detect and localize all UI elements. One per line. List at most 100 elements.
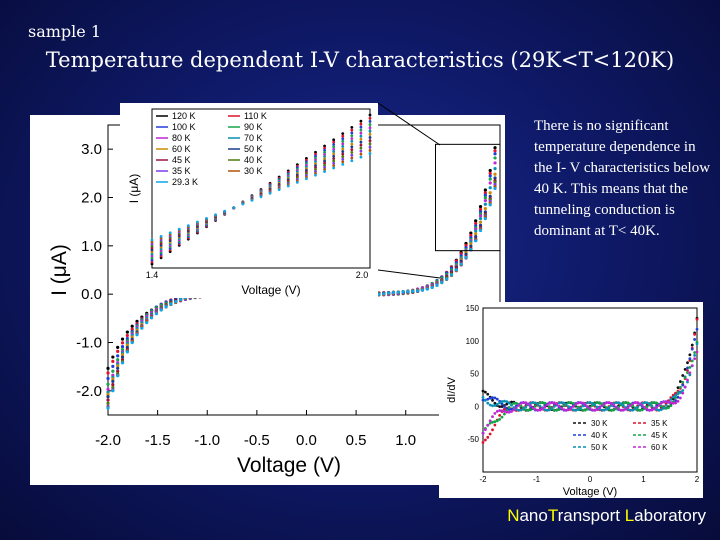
- data-point: [474, 219, 478, 223]
- data-point: [469, 231, 473, 235]
- data-point: [590, 404, 594, 407]
- data-point: [602, 402, 606, 406]
- data-point: [557, 408, 561, 411]
- data-point: [552, 405, 556, 408]
- data-point: [669, 404, 673, 408]
- data-point: [500, 402, 504, 406]
- data-point: [341, 157, 345, 161]
- data-point: [474, 221, 478, 226]
- data-point: [631, 404, 635, 408]
- data-point: [693, 357, 697, 361]
- data-point: [368, 148, 372, 152]
- data-point: [106, 387, 110, 391]
- zoom-selection-box: [434, 143, 501, 252]
- data-point: [377, 292, 381, 296]
- data-point: [483, 202, 487, 206]
- data-point: [491, 404, 494, 408]
- y-tick-label: 3.0: [81, 141, 102, 158]
- data-point: [503, 399, 506, 403]
- data-point: [664, 407, 668, 410]
- data-point: [512, 408, 516, 412]
- data-point: [567, 401, 570, 405]
- data-point: [507, 401, 511, 405]
- x-tick-label: -2: [479, 475, 487, 484]
- data-point: [125, 350, 129, 354]
- data-point: [488, 419, 492, 423]
- data-point: [562, 404, 566, 408]
- data-point: [332, 145, 336, 149]
- data-point: [517, 403, 521, 407]
- data-point: [681, 389, 685, 392]
- data-point: [550, 407, 554, 410]
- data-point: [341, 155, 345, 159]
- data-point: [106, 398, 110, 402]
- data-point: [323, 165, 326, 169]
- data-point: [483, 193, 487, 197]
- data-point: [493, 423, 497, 427]
- data-point: [341, 137, 345, 141]
- data-point: [676, 399, 680, 403]
- data-point: [174, 299, 178, 304]
- data-point: [125, 343, 129, 347]
- data-point: [411, 289, 415, 293]
- data-point: [106, 376, 110, 381]
- data-point: [631, 402, 635, 406]
- data-point: [645, 405, 649, 408]
- data-point: [529, 408, 532, 412]
- lab-name-l: L: [624, 506, 635, 525]
- data-point: [106, 392, 110, 396]
- data-point: [130, 340, 134, 345]
- data-point: [690, 343, 694, 347]
- data-point: [686, 378, 689, 382]
- data-point: [671, 401, 675, 405]
- data-point: [286, 184, 290, 188]
- y-tick-label: 100: [466, 337, 480, 346]
- legend-label: 40 K: [591, 431, 608, 440]
- data-point: [481, 398, 485, 402]
- data-point: [576, 405, 580, 409]
- data-point: [610, 401, 613, 405]
- data-point: [529, 404, 532, 408]
- data-point: [168, 231, 172, 235]
- data-point: [664, 400, 668, 403]
- data-point: [505, 407, 509, 410]
- data-point: [543, 405, 547, 409]
- data-point: [493, 172, 497, 176]
- data-point: [493, 186, 497, 191]
- data-point: [495, 402, 499, 406]
- inset-plot-frame: [151, 108, 371, 269]
- data-point: [459, 262, 463, 266]
- data-point: [674, 393, 677, 397]
- data-point: [368, 132, 372, 136]
- data-point: [483, 198, 487, 203]
- data-point: [640, 408, 644, 412]
- data-point: [648, 408, 651, 412]
- data-point: [674, 396, 677, 400]
- description-text: There is no significant temperature depe…: [534, 118, 711, 239]
- data-point: [341, 139, 345, 143]
- legend-label: 35 K: [651, 419, 668, 428]
- data-point: [678, 391, 682, 394]
- data-point: [526, 408, 530, 412]
- data-point: [569, 407, 573, 410]
- data-point: [595, 401, 599, 404]
- data-point: [488, 432, 492, 436]
- data-point: [498, 413, 502, 417]
- data-point: [359, 122, 363, 126]
- data-point: [674, 399, 677, 402]
- data-point: [154, 312, 158, 316]
- data-point: [106, 395, 110, 399]
- data-point: [588, 401, 592, 404]
- data-point: [332, 154, 336, 158]
- data-point: [669, 398, 673, 401]
- data-point: [481, 395, 485, 399]
- data-point: [406, 289, 410, 294]
- data-point: [643, 406, 647, 409]
- data-point: [593, 403, 597, 407]
- legend-label: 45 K: [651, 431, 668, 440]
- data-point: [323, 159, 326, 163]
- data-point: [503, 410, 506, 413]
- data-point: [106, 382, 110, 386]
